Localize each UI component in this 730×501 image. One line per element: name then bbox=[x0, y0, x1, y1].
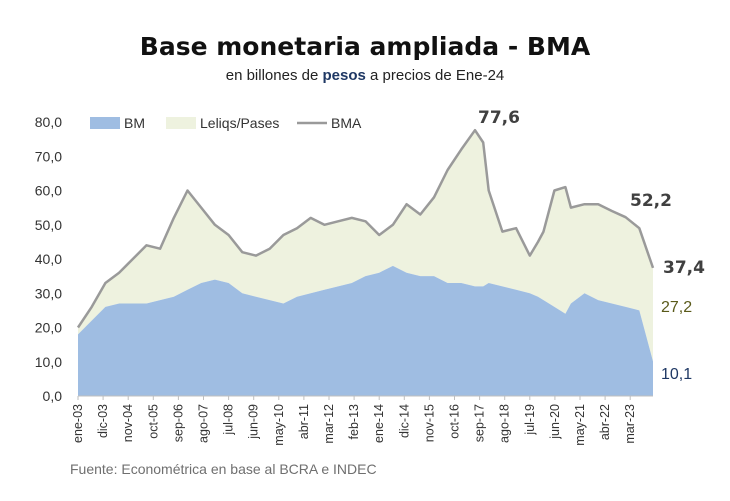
y-tick-label: 50,0 bbox=[35, 217, 62, 233]
plot-area bbox=[76, 128, 655, 397]
y-tick-label: 0,0 bbox=[43, 388, 63, 404]
x-axis: ene-03 dic-03 nov-04 oct-05 sep-06 ago-07 jul-… bbox=[71, 396, 637, 446]
x-tick-label: nov-04 bbox=[121, 404, 135, 442]
y-axis: 0,0 10,0 20,0 30,0 40,0 50,0 60,0 70,0 80,0 bbox=[35, 114, 62, 404]
x-tick-label: sep-06 bbox=[171, 404, 185, 442]
y-tick-label: 70,0 bbox=[35, 148, 62, 164]
annotation-end: 37,4 bbox=[663, 258, 705, 278]
x-tick-label: jul-19 bbox=[523, 404, 537, 436]
subtitle-part-2: a precios de Ene-24 bbox=[366, 67, 504, 84]
y-tick-label: 30,0 bbox=[35, 285, 62, 301]
annotation-mid: 52,2 bbox=[630, 191, 672, 211]
y-tick-label: 40,0 bbox=[35, 251, 62, 267]
legend-label-bm: BM bbox=[124, 115, 145, 131]
bma-line bbox=[76, 128, 655, 329]
leliqs-area bbox=[78, 130, 653, 362]
x-tick-label: oct-05 bbox=[146, 404, 160, 439]
x-tick-label: ago-18 bbox=[498, 404, 512, 443]
source-note: Fuente: Econométrica en base al BCRA e I… bbox=[70, 461, 377, 477]
subtitle-part-1: en billones de bbox=[226, 67, 323, 84]
y-tick-label: 80,0 bbox=[35, 114, 62, 130]
legend-swatch-bm bbox=[90, 117, 120, 129]
x-tick-label: jul-08 bbox=[222, 404, 236, 436]
legend: BM Leliqs/Pases BMA bbox=[90, 115, 362, 131]
x-tick-label: feb-13 bbox=[347, 404, 361, 439]
subtitle-highlight: pesos bbox=[322, 67, 365, 84]
x-tick-label: mar-12 bbox=[322, 404, 336, 444]
x-tick-label: may-10 bbox=[272, 404, 286, 446]
x-tick-label: abr-11 bbox=[297, 404, 311, 439]
x-tick-label: oct-16 bbox=[448, 404, 462, 439]
annotation-bm-end: 10,1 bbox=[661, 366, 692, 383]
chart-subtitle: en billones de pesos a precios de Ene-24 bbox=[226, 67, 505, 84]
x-tick-label: ene-14 bbox=[372, 404, 386, 443]
x-tick-label: mar-23 bbox=[623, 404, 637, 444]
x-tick-label: abr-22 bbox=[598, 404, 612, 440]
legend-swatch-leliqs bbox=[166, 117, 196, 129]
x-tick-label: jun-09 bbox=[247, 404, 261, 440]
x-tick-label: jun-20 bbox=[548, 404, 562, 440]
x-tick-label: dic-14 bbox=[397, 404, 411, 438]
x-tick-label: may-21 bbox=[573, 404, 587, 446]
annotation-peak: 77,6 bbox=[478, 108, 520, 128]
annotation-leliqs-end: 27,2 bbox=[661, 299, 692, 316]
x-tick-label: nov-15 bbox=[422, 404, 436, 442]
x-tick-label: sep-17 bbox=[473, 404, 487, 442]
bm-area bbox=[78, 265, 653, 396]
chart-title: Base monetaria ampliada - BMA bbox=[140, 32, 591, 61]
legend-label-bma: BMA bbox=[331, 115, 362, 131]
x-tick-label: dic-03 bbox=[96, 404, 110, 438]
x-tick-label: ago-07 bbox=[197, 404, 211, 443]
y-tick-label: 20,0 bbox=[35, 320, 62, 336]
y-tick-label: 60,0 bbox=[35, 183, 62, 199]
y-tick-label: 10,0 bbox=[35, 354, 62, 370]
legend-label-leliqs: Leliqs/Pases bbox=[200, 115, 279, 131]
x-tick-label: ene-03 bbox=[71, 404, 85, 443]
